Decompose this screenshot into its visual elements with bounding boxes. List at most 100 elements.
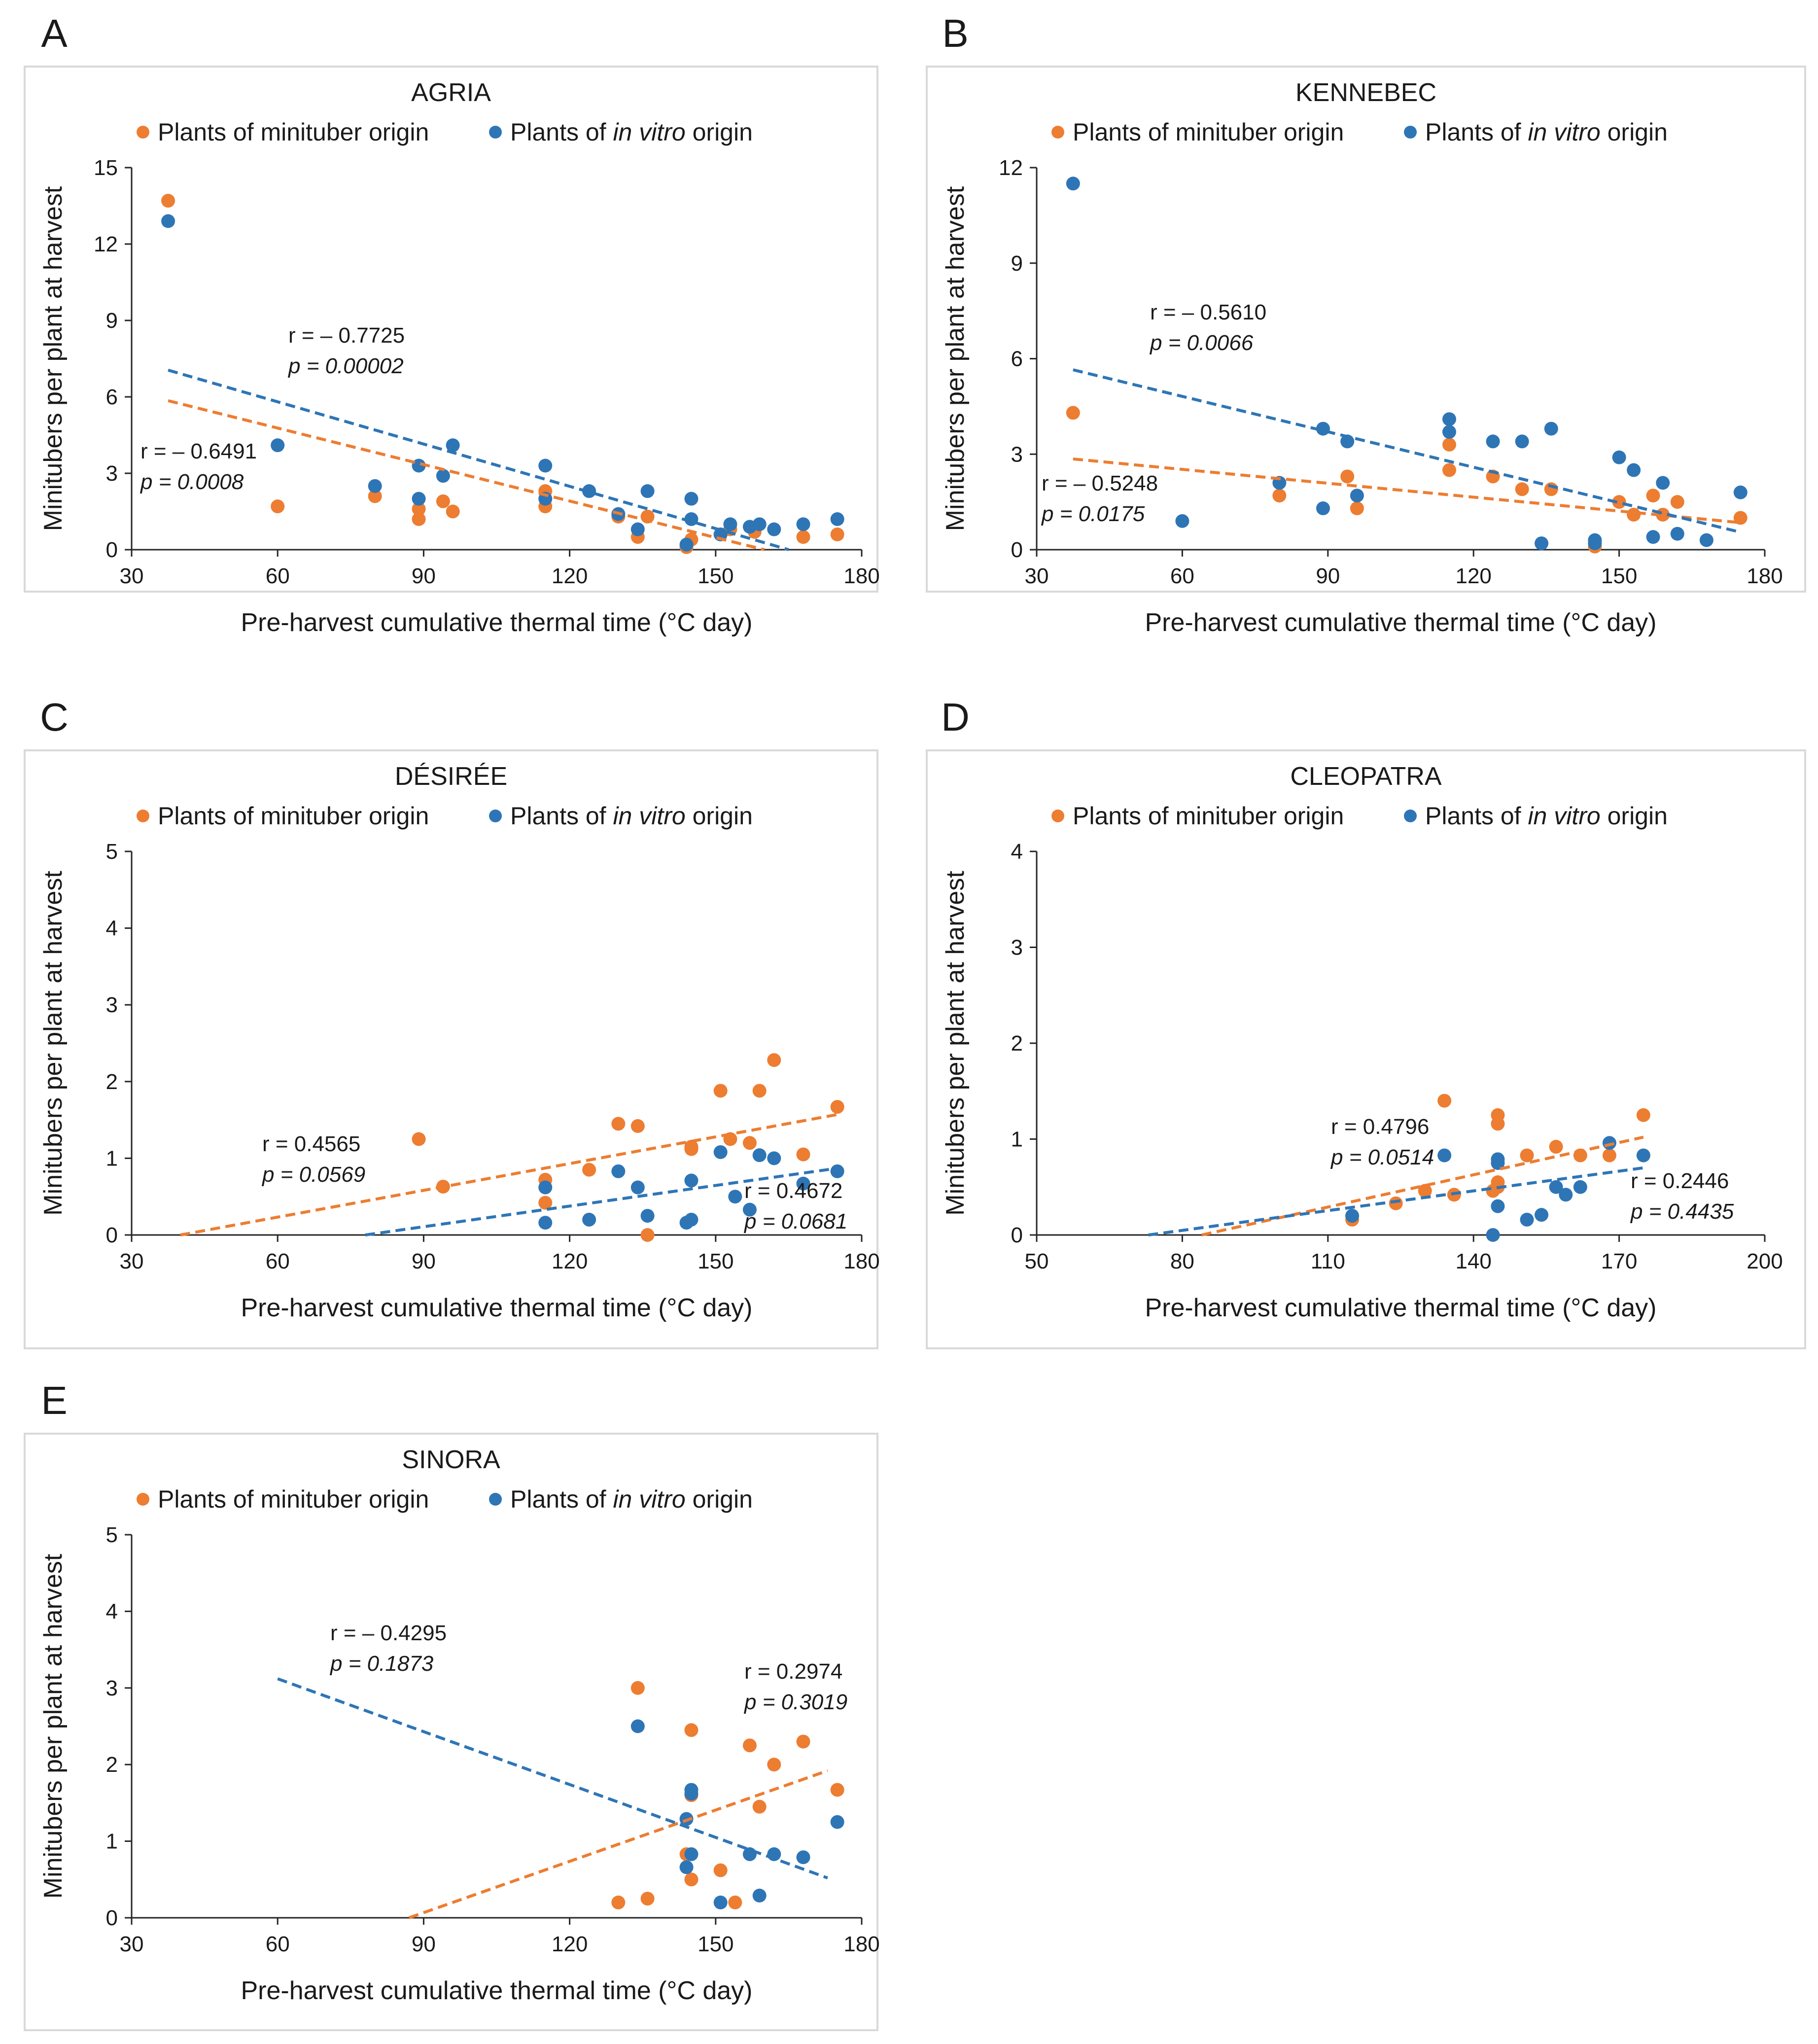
chart-frame: [926, 66, 1806, 593]
legend-label-invitro: Plants of in vitro origin: [1425, 802, 1668, 830]
p-value: p = 0.0569: [261, 1163, 365, 1187]
point-minituber: [1636, 1108, 1650, 1122]
legend-label-invitro-pre: Plants of: [510, 118, 613, 146]
point-invitro: [713, 1895, 728, 1909]
x-tick-label: 50: [1025, 1249, 1049, 1273]
point-invitro: [640, 484, 655, 498]
legend: Plants of minituber origin Plants of in v…: [137, 118, 753, 146]
point-minituber: [271, 499, 285, 514]
point-invitro: [1733, 485, 1748, 499]
point-invitro: [1340, 434, 1355, 449]
point-invitro: [684, 1787, 699, 1801]
point-invitro: [767, 1151, 781, 1165]
x-tick-label: 30: [1025, 564, 1049, 588]
point-invitro: [684, 1847, 699, 1862]
series-invitro: [1066, 176, 1748, 551]
point-minituber: [611, 1895, 626, 1909]
point-minituber: [630, 1119, 645, 1133]
point-minituber: [830, 1783, 844, 1797]
point-minituber: [728, 1895, 742, 1909]
chart-frame: [926, 749, 1806, 1349]
legend-label-invitro-em: in vitro: [613, 1485, 685, 1513]
x-tick-label: 60: [266, 1932, 290, 1956]
legend-label-invitro-pre: Plants of: [1425, 802, 1528, 830]
y-tick-label: 9: [106, 309, 118, 333]
point-invitro: [742, 1202, 757, 1217]
legend-label-invitro: Plants of in vitro origin: [1425, 118, 1668, 146]
point-invitro: [161, 214, 175, 228]
y-axis-label: Minitubers per plant at harvest: [941, 186, 970, 531]
point-minituber: [830, 528, 844, 541]
legend-marker-minituber: [137, 1493, 149, 1506]
point-minituber: [611, 1117, 626, 1131]
legend-marker-invitro: [489, 810, 502, 822]
point-minituber: [1442, 463, 1456, 477]
point-minituber: [1646, 489, 1660, 503]
trendline-invitro: [1148, 1166, 1644, 1236]
x-axis-label: Pre-harvest cumulative thermal time (°C …: [241, 1976, 753, 2005]
y-axis-label: Minitubers per plant at harvest: [39, 871, 68, 1216]
point-invitro: [630, 1180, 645, 1195]
y-tick-label: 0: [106, 1223, 118, 1247]
point-invitro: [684, 1173, 699, 1188]
series-minituber: [412, 1053, 844, 1242]
point-minituber: [582, 1163, 596, 1177]
legend-label-invitro-post: origin: [686, 1485, 753, 1513]
point-invitro: [538, 1180, 553, 1195]
point-invitro: [1442, 425, 1456, 439]
x-tick-label: 180: [1747, 564, 1783, 588]
point-invitro: [1588, 533, 1602, 547]
point-invitro: [1612, 450, 1626, 464]
legend: Plants of minituber origin Plants of in v…: [1051, 118, 1668, 146]
y-tick-label: 3: [106, 1676, 118, 1700]
point-invitro: [1646, 530, 1660, 544]
point-minituber: [1612, 495, 1626, 509]
x-tick-label: 200: [1747, 1249, 1783, 1273]
legend-marker-minituber: [1051, 126, 1064, 139]
x-tick-label: 110: [1311, 1249, 1345, 1273]
legend-label-minituber: Plants of minituber origin: [158, 1485, 429, 1513]
point-invitro: [1486, 434, 1500, 449]
x-tick-label: 90: [1316, 564, 1340, 588]
y-tick-label: 0: [106, 538, 118, 562]
point-minituber: [640, 1228, 655, 1242]
y-tick-label: 0: [1011, 538, 1023, 562]
chart-title: SINORA: [402, 1445, 500, 1474]
point-minituber: [1272, 489, 1287, 503]
point-minituber: [1491, 1108, 1505, 1122]
point-invitro: [1066, 176, 1080, 191]
point-invitro: [1602, 1136, 1616, 1150]
annotation-invitro: r = 0.4672 p = 0.0681: [743, 1179, 847, 1233]
y-tick-label: 1: [1011, 1128, 1023, 1152]
legend-label-invitro-pre: Plants of: [1425, 118, 1528, 146]
point-invitro: [412, 458, 426, 473]
point-minituber: [1515, 482, 1529, 496]
trendline-minituber: [1073, 457, 1741, 525]
r-value: r = – 0.6491: [140, 439, 257, 463]
x-tick-label: 60: [266, 1249, 290, 1273]
annotation-invitro: r = – 0.4295 p = 0.1873: [329, 1621, 447, 1676]
y-tick-label: 5: [106, 840, 118, 864]
legend: Plants of minituber origin Plants of in v…: [137, 802, 753, 830]
x-axis-label: Pre-harvest cumulative thermal time (°C …: [241, 1294, 753, 1322]
point-invitro: [1573, 1180, 1587, 1194]
point-invitro: [679, 1860, 694, 1874]
point-invitro: [830, 512, 844, 526]
legend-marker-minituber: [137, 810, 149, 822]
x-tick-label: 30: [120, 1249, 144, 1273]
x-axis-label: Pre-harvest cumulative thermal time (°C …: [241, 608, 753, 637]
point-minituber: [412, 512, 426, 526]
y-tick-label: 2: [1011, 1031, 1023, 1056]
point-minituber: [684, 1140, 699, 1154]
y-tick-label: 3: [106, 461, 118, 486]
point-minituber: [1670, 495, 1684, 509]
point-invitro: [796, 1850, 810, 1865]
point-invitro: [368, 479, 382, 493]
chart-frame: [24, 1433, 878, 2031]
point-invitro: [630, 522, 645, 536]
r-value: r = 0.4565: [262, 1132, 360, 1156]
point-invitro: [1544, 422, 1558, 436]
legend-label-invitro-em: in vitro: [1528, 802, 1600, 830]
point-invitro: [767, 522, 781, 536]
